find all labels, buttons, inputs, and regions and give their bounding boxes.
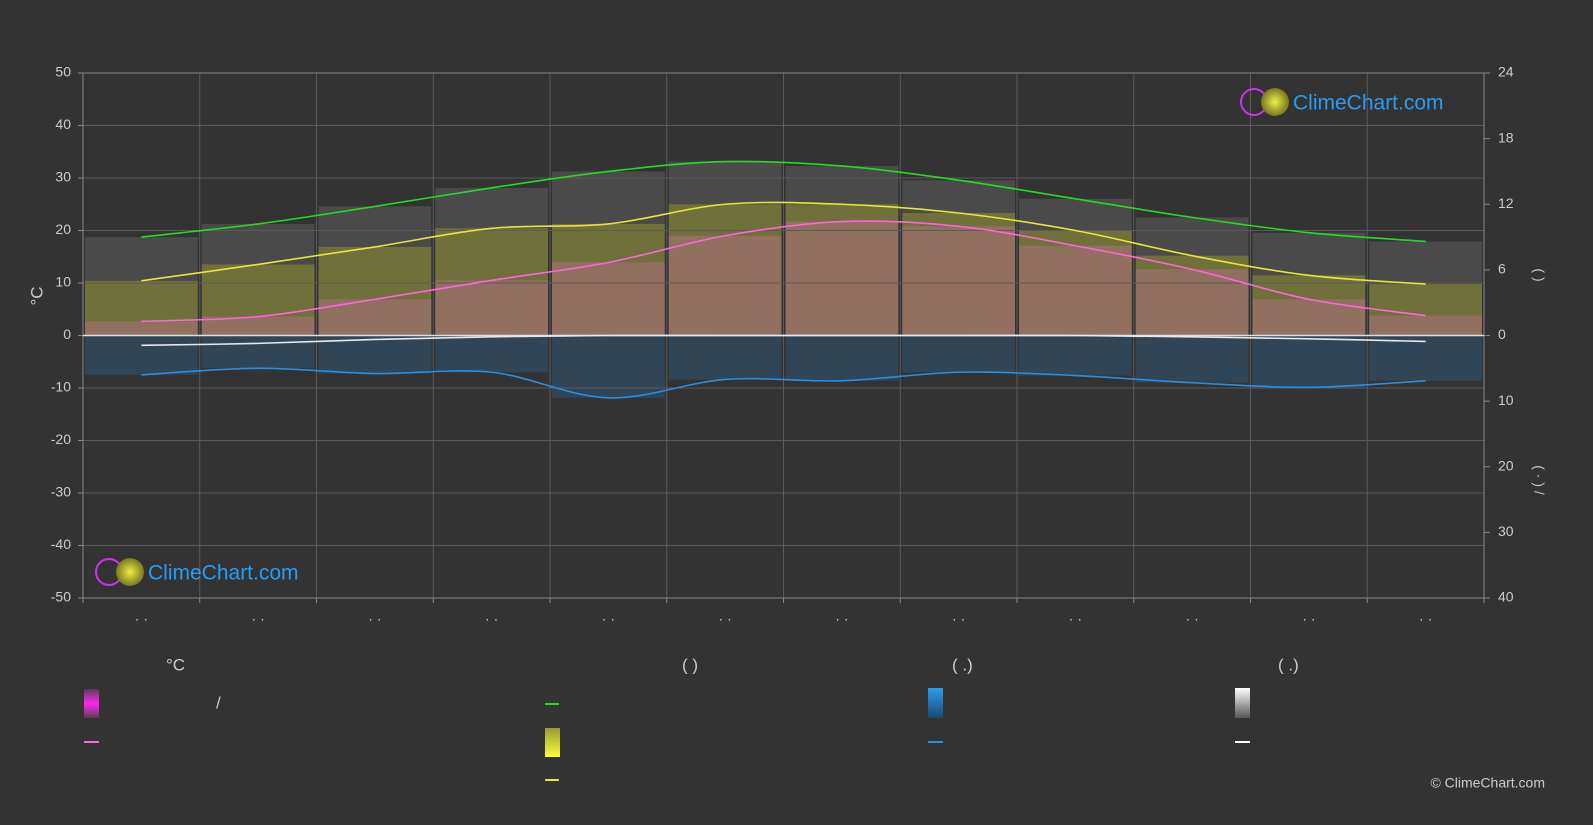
x-tick-label: · · (368, 611, 381, 627)
x-tick-label: · · (1302, 611, 1315, 627)
bar (85, 321, 198, 336)
bar (85, 335, 198, 375)
bar (552, 335, 665, 398)
y2-tick-label: 0 (1498, 326, 1506, 342)
y2-tick-label: 12 (1498, 195, 1514, 211)
x-tick-label: · · (835, 611, 848, 627)
legend: °C ( ) ( .) ( .) / (84, 655, 1299, 781)
logo-text: ClimeChart.com (148, 562, 299, 585)
legend-text: / (216, 693, 221, 712)
bar (435, 228, 548, 336)
y-tick-label: 30 (55, 169, 71, 185)
y-tick-label: -50 (51, 589, 71, 605)
x-tick-label: · · (135, 611, 148, 627)
legend-header: ( ) (682, 655, 698, 674)
y3-tick-label: 20 (1498, 457, 1514, 473)
legend-header: ( .) (952, 655, 973, 674)
bar (902, 213, 1015, 336)
y3-axis-label: ( · ) / (1531, 465, 1547, 495)
bar (201, 316, 315, 336)
bar (318, 299, 432, 336)
y-tick-label: -20 (51, 431, 71, 447)
y-tick-label: 50 (55, 64, 71, 80)
x-tick-label: · · (485, 611, 498, 627)
y3-tick-label: 10 (1498, 392, 1514, 408)
legend-swatch (1235, 688, 1250, 718)
bar (1135, 269, 1249, 336)
bar (1019, 245, 1132, 336)
x-tick-label: · · (1419, 611, 1432, 627)
y-tick-label: 0 (63, 326, 71, 342)
bar (435, 335, 548, 373)
bar (668, 235, 782, 336)
logo-text: ClimeChart.com (1293, 92, 1444, 115)
x-tick-label: · · (952, 611, 965, 627)
bar (435, 280, 548, 336)
bar (552, 262, 665, 336)
bar (1019, 335, 1132, 376)
bar (785, 221, 899, 336)
bar (552, 223, 665, 336)
legend-header: ( .) (1278, 655, 1299, 674)
legend-header: °C (166, 655, 185, 674)
logo-bottom: ClimeChart.com (95, 558, 299, 586)
y2-axis-label: ( ) (1531, 268, 1547, 281)
y-tick-label: 10 (55, 274, 71, 290)
bar (785, 204, 899, 336)
y2-tick-label: 6 (1498, 261, 1506, 277)
bar (902, 226, 1015, 336)
x-tick-label: · · (252, 611, 265, 627)
x-tick-label: · · (602, 611, 615, 627)
series-line (141, 334, 1426, 347)
x-tick-label: · · (1069, 611, 1082, 627)
legend-swatch (84, 689, 99, 718)
logo-sun (116, 558, 144, 586)
y-tick-label: 40 (55, 116, 71, 132)
y-tick-label: 20 (55, 221, 71, 237)
y-tick-label: -40 (51, 536, 71, 552)
plot-area (78, 72, 1490, 603)
x-tick-label: · · (1186, 611, 1199, 627)
bar (318, 335, 432, 374)
y-tick-label: -10 (51, 379, 71, 395)
bar (668, 204, 782, 336)
bar (902, 335, 1015, 373)
y2-tick-label: 24 (1498, 64, 1514, 80)
series-line (141, 220, 1426, 323)
series-line (141, 201, 1426, 285)
copyright: © ClimeChart.com (1430, 775, 1545, 791)
y-tick-label: -30 (51, 484, 71, 500)
bar (668, 335, 782, 380)
series-line (141, 367, 1426, 399)
bar (1135, 335, 1249, 383)
legend-swatch (545, 728, 560, 757)
logo-sun (1261, 88, 1289, 116)
y-axis-label: °C (27, 286, 46, 305)
y3-tick-label: 30 (1498, 523, 1514, 539)
bar (201, 264, 315, 336)
bar (1369, 284, 1482, 336)
bar (1252, 299, 1366, 336)
bar (1369, 315, 1482, 336)
bar (1252, 335, 1366, 388)
bar (85, 280, 198, 336)
y3-tick-label: 40 (1498, 589, 1514, 605)
legend-swatch (928, 688, 943, 718)
y2-tick-label: 18 (1498, 129, 1514, 145)
bar (201, 335, 315, 369)
bar (318, 246, 432, 336)
series-line (141, 160, 1426, 243)
bar (785, 335, 899, 381)
bar (1369, 335, 1482, 381)
logo-top: ClimeChart.com (1240, 88, 1444, 116)
x-tick-label: · · (719, 611, 732, 627)
